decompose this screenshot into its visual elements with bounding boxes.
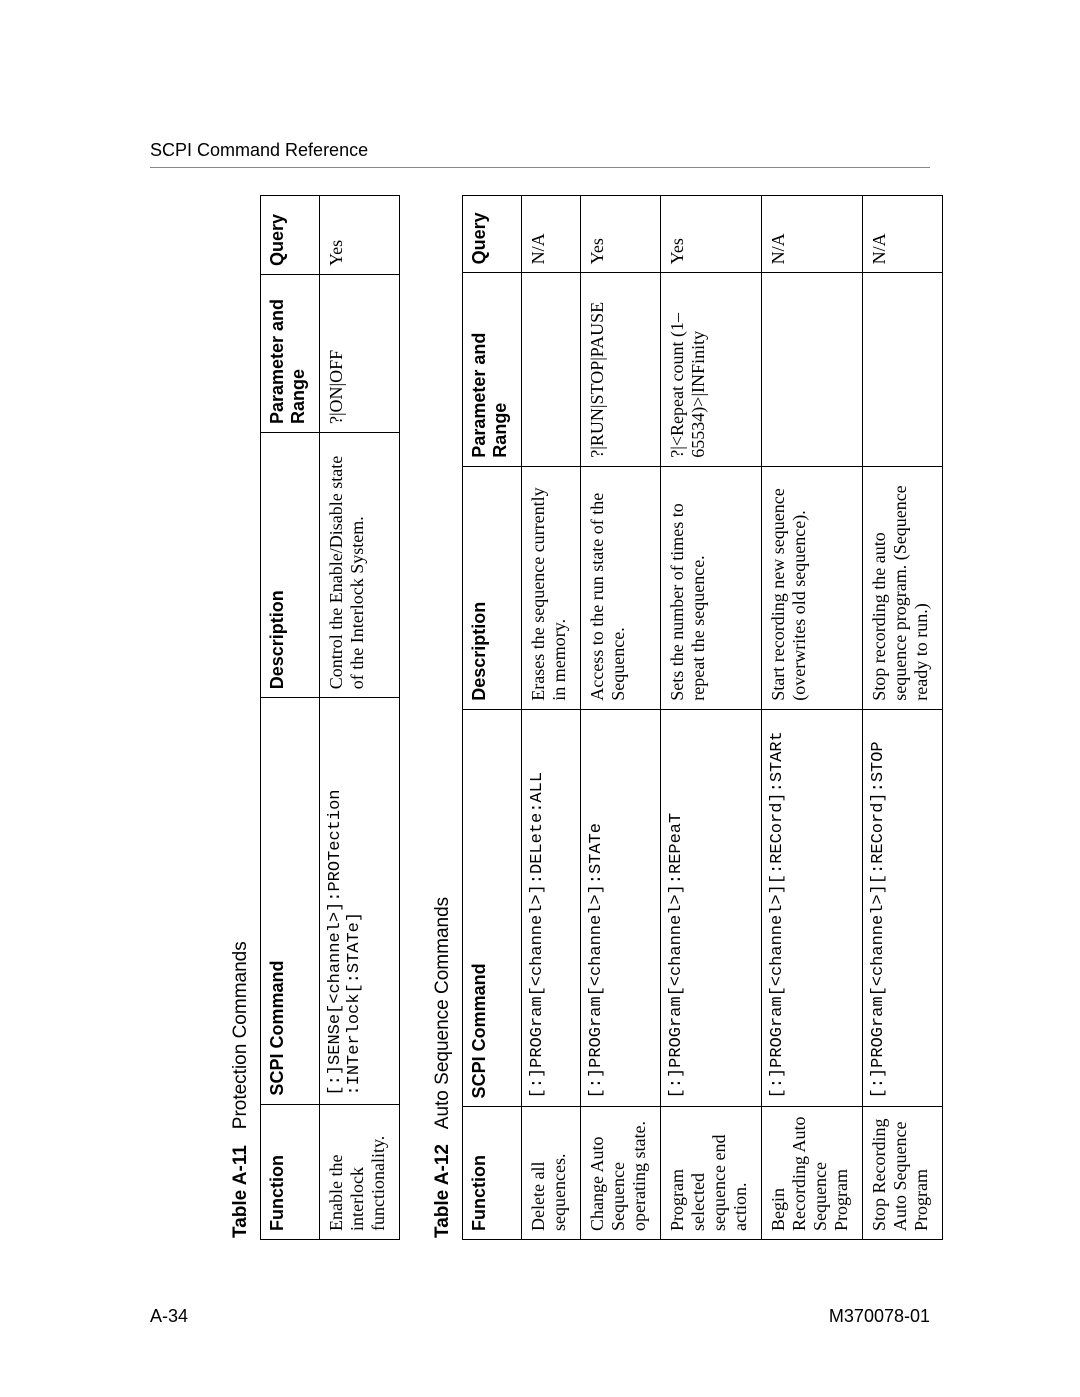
page-header: SCPI Command Reference bbox=[150, 140, 930, 168]
table2-number: Table A-12 bbox=[432, 1144, 453, 1238]
footer-page-number: A-34 bbox=[150, 1306, 188, 1327]
table2-r0-desc: Erases the sequence currently in memory. bbox=[522, 466, 581, 709]
table-row: Change Auto Sequence operating state. [:… bbox=[581, 196, 661, 1240]
table2-r4-cmd: [:]PROGram[<channel>][:RECord]:STOP bbox=[863, 709, 943, 1107]
footer-doc-id: M370078-01 bbox=[829, 1306, 930, 1327]
table2-r4-func: Stop Recording Auto Sequence Program bbox=[863, 1107, 943, 1240]
table2-title: Table A-12 Auto Sequence Commands bbox=[432, 195, 454, 1238]
table2-r0-param bbox=[522, 273, 581, 466]
table2-r1-cmd: [:]PROGram[<channel>]:STATe bbox=[581, 709, 661, 1107]
table-row: Stop Recording Auto Sequence Program [:]… bbox=[863, 196, 943, 1240]
table2-r2-param: ?|<Repeat count (1–65534)>|INFinity bbox=[661, 273, 762, 466]
table2-h-function: Function bbox=[463, 1107, 522, 1240]
table2-h-desc: Description bbox=[463, 466, 522, 709]
table2-r0-query: N/A bbox=[522, 196, 581, 273]
table2-r1-desc: Access to the run state of the Sequence. bbox=[581, 466, 661, 709]
table1-h-scpi: SCPI Command bbox=[261, 698, 320, 1104]
header-title: SCPI Command Reference bbox=[150, 140, 368, 160]
table2-r2-cmd: [:]PROGram[<channel>]:REPeaT bbox=[661, 709, 762, 1107]
table2-r4-query: N/A bbox=[863, 196, 943, 273]
table2-r1-func: Change Auto Sequence operating state. bbox=[581, 1107, 661, 1240]
table2-r4-desc: Stop recording the auto sequence program… bbox=[863, 466, 943, 709]
table2-r3-cmd: [:]PROGram[<channel>][:RECord]:STARt bbox=[762, 709, 863, 1107]
rotated-content: Table A-11 Protection Commands Function … bbox=[230, 195, 943, 1240]
table1-title: Table A-11 Protection Commands bbox=[230, 195, 252, 1238]
table2-r3-func: Begin Recording Auto Sequence Program bbox=[762, 1107, 863, 1240]
table2-r3-param bbox=[762, 273, 863, 466]
table2-r3-query: N/A bbox=[762, 196, 863, 273]
table-row: Begin Recording Auto Sequence Program [:… bbox=[762, 196, 863, 1240]
table1-h-query: Query bbox=[261, 196, 320, 275]
table-row: Delete all sequences. [:]PROGram[<channe… bbox=[522, 196, 581, 1240]
table1-h-function: Function bbox=[261, 1104, 320, 1239]
table-row: Enable the interlock functionality. [:]S… bbox=[320, 196, 400, 1240]
table1-r0-param: ?|ON|OFF bbox=[320, 275, 400, 433]
table-gap bbox=[400, 195, 432, 1240]
table2-r4-param bbox=[863, 273, 943, 466]
table2-h-param: Parameter and Range bbox=[463, 273, 522, 466]
table2-h-query: Query bbox=[463, 196, 522, 273]
table1-h-param: Parameter and Range bbox=[261, 275, 320, 433]
table1-h-desc: Description bbox=[261, 433, 320, 698]
table2-r3-desc: Start recording new sequence (overwrites… bbox=[762, 466, 863, 709]
table2-h-scpi: SCPI Command bbox=[463, 709, 522, 1107]
table2-r1-query: Yes bbox=[581, 196, 661, 273]
table1-name: Protection Commands bbox=[230, 941, 251, 1129]
table2-r0-func: Delete all sequences. bbox=[522, 1107, 581, 1240]
table1-r0-desc: Control the Enable/Disable state of the … bbox=[320, 433, 400, 698]
table2-name: Auto Sequence Commands bbox=[432, 897, 453, 1129]
table1-number: Table A-11 bbox=[230, 1145, 251, 1238]
table2-r1-param: ?|RUN|STOP|PAUSE bbox=[581, 273, 661, 466]
page-root: SCPI Command Reference Table A-11 Protec… bbox=[0, 0, 1080, 1397]
table2-header-row: Function SCPI Command Description Parame… bbox=[463, 196, 522, 1240]
table-row: Program selected sequence end action. [:… bbox=[661, 196, 762, 1240]
table1-header-row: Function SCPI Command Description Parame… bbox=[261, 196, 320, 1240]
table2-r2-func: Program selected sequence end action. bbox=[661, 1107, 762, 1240]
table1-r0-cmd: [:]SENSe[<channel>]:PROTection :INTerloc… bbox=[320, 698, 400, 1104]
table1: Function SCPI Command Description Parame… bbox=[260, 195, 400, 1240]
table1-r0-func: Enable the interlock functionality. bbox=[320, 1104, 400, 1239]
table2-r0-cmd: [:]PROGram[<channel>]:DELete:ALL bbox=[522, 709, 581, 1107]
table1-r0-query: Yes bbox=[320, 196, 400, 275]
table2: Function SCPI Command Description Parame… bbox=[462, 195, 943, 1240]
table2-r2-desc: Sets the number of times to repeat the s… bbox=[661, 466, 762, 709]
table2-r2-query: Yes bbox=[661, 196, 762, 273]
